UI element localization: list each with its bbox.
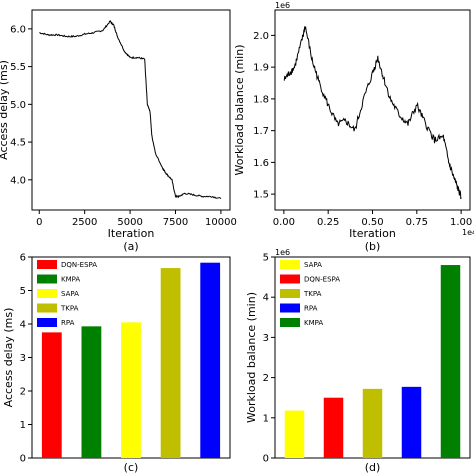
panel-a-ytick-label: 4.0 (10, 175, 26, 186)
panel-a-xtick-label: 7500 (163, 217, 188, 228)
panel-a-ytick-label: 6.0 (10, 24, 26, 35)
panel-c-bar-dqn-espa (41, 332, 62, 458)
panel-a-xlabel: Iteration (108, 227, 155, 240)
panel-b-line-chart: 1.5 1.6 1.7 1.8 1.9 2.0 0.00 0.25 0.50 0.75 1.00 It… (233, 1, 474, 253)
panel-d-legend-swatch (280, 318, 300, 327)
panel-c-ytick-label: 1 (20, 420, 26, 431)
panel-b-ytick-label: 1.5 (253, 190, 269, 201)
panel-c-bar-kmpa (81, 326, 102, 458)
panel-a-plot-frame (31, 9, 231, 211)
panel-d-bar-rpa (401, 386, 422, 458)
panel-d-ytick-label: 4 (263, 293, 269, 304)
panel-d-legend-swatch (280, 303, 300, 313)
panel-a-line-chart: 4.0 4.5 5.0 5.5 6.0 0 2500 5000 7500 10000 Iterati… (0, 9, 237, 253)
panel-d-legend-label: RPA (304, 305, 318, 313)
panel-d-legend-swatch (280, 274, 300, 284)
panel-a-xtick-label: 10000 (205, 217, 237, 228)
panel-c-legend-swatch (37, 260, 57, 269)
panel-c-ytick-label: 0 (20, 454, 26, 465)
panel-b-ylabel: Workload balance (min) (233, 45, 246, 176)
panel-d-legend-label: DQN-ESPA (304, 276, 340, 284)
panel-d-legend-label: KMPA (304, 319, 323, 327)
panel-d-ytick-label: 5 (263, 253, 269, 264)
panel-c-legend-swatch (37, 318, 57, 327)
panel-b-xtick-label: 1.00 (450, 217, 472, 228)
panel-c-bar-tkpa (160, 268, 181, 458)
panel-b-ytick-label: 1.8 (253, 94, 269, 105)
panel-c-legend-swatch (37, 289, 57, 298)
panel-b-xtick-label: 0.00 (273, 217, 295, 228)
panel-c-ytick-label: 2 (20, 387, 26, 398)
panel-c-legend-swatch (37, 303, 57, 313)
panel-c-bar-chart: 0 1 2 3 4 5 6 DQN-ESPA KMPA SAPA TKPA RPA (c) Access … (2, 253, 231, 474)
panel-d-bar-kmpa (440, 265, 461, 458)
panel-d-legend-label: TKPA (303, 290, 322, 298)
panel-c-ytick-label: 4 (20, 320, 26, 331)
panel-b-plot-frame (274, 9, 471, 211)
panel-c-legend-label: TKPA (60, 305, 79, 313)
panel-d-ytick-label: 3 (263, 333, 269, 344)
panel-a-ytick-label: 5.5 (10, 62, 26, 73)
panel-c-caption: (c) (124, 461, 139, 474)
panel-a-ylabel: Access delay (ms) (0, 60, 10, 160)
panel-c-ylabel: Access delay (ms) (2, 308, 15, 408)
panel-a-xtick-label: 2500 (72, 217, 97, 228)
panel-b-xtick-label: 0.25 (317, 217, 339, 228)
panel-d-caption: (d) (365, 461, 381, 474)
panel-d-ytick-label: 2 (263, 373, 269, 384)
panel-a-xtick-label: 5000 (117, 217, 142, 228)
panel-c-legend-label: DQN-ESPA (61, 261, 97, 269)
panel-b-ytick-label: 2.0 (253, 31, 269, 42)
panel-b-xtick-label: 0.50 (361, 217, 383, 228)
panel-b-xlabel: Iteration (349, 227, 396, 240)
panel-d-legend-swatch (280, 289, 300, 298)
panel-d-ytick-label: 0 (263, 454, 269, 465)
panel-d-ylabel: Workload balance (min) (245, 292, 258, 423)
panel-d-y-multiplier: 1e6 (275, 248, 290, 257)
panel-b-ytick-label: 1.6 (253, 158, 269, 169)
panel-b-series-line (283, 26, 462, 200)
panel-c-legend-label: RPA (61, 319, 75, 327)
panel-c-ytick-label: 3 (20, 353, 26, 364)
panel-b-ytick-label: 1.7 (253, 126, 269, 137)
panel-b-caption: (b) (365, 240, 381, 253)
panel-c-ytick-label: 6 (20, 253, 26, 264)
panel-b-y-multiplier: 1e6 (275, 1, 290, 10)
panel-a-xtick-label: 0 (36, 217, 42, 228)
panel-d-legend-swatch (280, 260, 300, 269)
panel-c-bar-sapa (121, 322, 141, 458)
panel-b-xtick-label: 0.75 (406, 217, 428, 228)
panel-b-ytick-label: 1.9 (253, 63, 269, 74)
panel-d-bar-chart: 0 1 2 3 4 5 SAPA DQN-ESPA TKPA RPA KMPA (d) Workload… (245, 248, 471, 474)
panel-c-bar-rpa (200, 262, 221, 458)
panel-d-bar-tkpa (362, 388, 383, 458)
panel-c-legend-label: SAPA (61, 290, 79, 298)
panel-d-legend-label: SAPA (304, 261, 322, 269)
panel-d-bar-dqn-espa (323, 397, 344, 458)
panel-a-ytick-label: 5.0 (10, 100, 26, 111)
panel-d-ytick-label: 1 (263, 413, 269, 424)
panel-a-caption: (a) (123, 240, 138, 253)
panel-c-ytick-label: 5 (20, 286, 26, 297)
panel-b-x-multiplier: 1e4 (462, 228, 474, 237)
panel-c-legend-label: KMPA (61, 276, 80, 284)
panel-c-legend-swatch (37, 274, 57, 284)
panel-a-ytick-label: 4.5 (10, 138, 26, 149)
panel-a-series-line (39, 19, 222, 200)
panel-d-bar-sapa (284, 410, 305, 458)
